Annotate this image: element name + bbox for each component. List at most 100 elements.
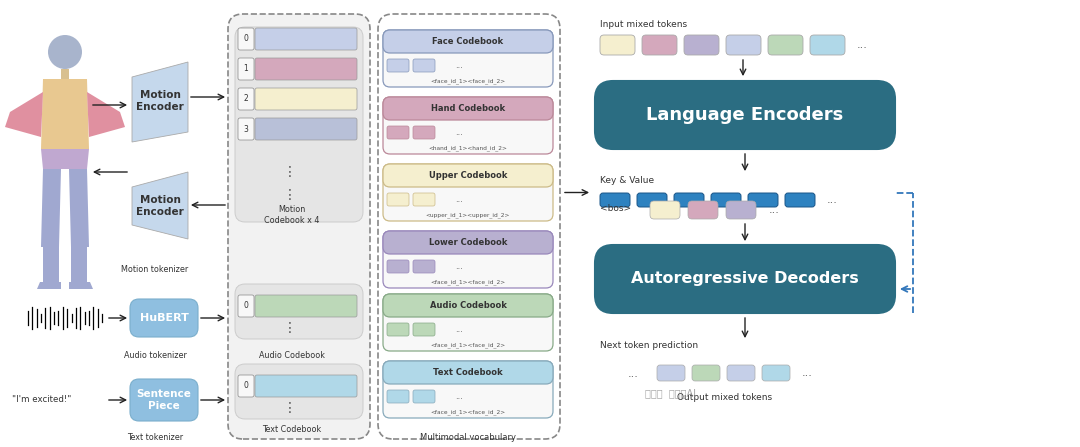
FancyBboxPatch shape <box>727 365 755 381</box>
Polygon shape <box>41 79 89 149</box>
Text: ...: ... <box>455 128 463 137</box>
FancyBboxPatch shape <box>413 126 435 139</box>
FancyBboxPatch shape <box>383 231 553 288</box>
Polygon shape <box>5 92 43 137</box>
FancyBboxPatch shape <box>674 193 704 207</box>
FancyBboxPatch shape <box>387 126 409 139</box>
Text: ...: ... <box>769 205 780 215</box>
Text: ...: ... <box>455 392 463 401</box>
FancyBboxPatch shape <box>383 30 553 87</box>
Text: ⋮: ⋮ <box>283 165 297 179</box>
Polygon shape <box>41 149 89 169</box>
Text: 0: 0 <box>244 381 248 391</box>
FancyBboxPatch shape <box>383 294 553 351</box>
Text: <face_id_1><face_id_2>: <face_id_1><face_id_2> <box>431 279 505 285</box>
Text: ...: ... <box>455 61 463 70</box>
Text: Input mixed tokens: Input mixed tokens <box>600 21 687 30</box>
Text: Audio tokenizer: Audio tokenizer <box>123 350 187 359</box>
FancyBboxPatch shape <box>387 59 409 72</box>
FancyBboxPatch shape <box>238 375 254 397</box>
FancyBboxPatch shape <box>762 365 789 381</box>
FancyBboxPatch shape <box>810 35 845 55</box>
Text: Motion
Codebook x 4: Motion Codebook x 4 <box>265 205 320 225</box>
FancyBboxPatch shape <box>748 193 778 207</box>
Text: Audio Codebook: Audio Codebook <box>259 350 325 359</box>
FancyBboxPatch shape <box>642 35 677 55</box>
FancyBboxPatch shape <box>238 88 254 110</box>
FancyBboxPatch shape <box>387 390 409 403</box>
Polygon shape <box>87 92 125 137</box>
FancyBboxPatch shape <box>595 81 895 149</box>
Text: 公众号  读你学AI: 公众号 读你学AI <box>645 388 696 398</box>
FancyBboxPatch shape <box>413 59 435 72</box>
Polygon shape <box>132 62 188 142</box>
Polygon shape <box>43 247 59 282</box>
FancyBboxPatch shape <box>130 379 198 421</box>
FancyBboxPatch shape <box>684 35 719 55</box>
FancyBboxPatch shape <box>255 28 357 50</box>
Text: Text Codebook: Text Codebook <box>262 426 322 434</box>
Text: <face_id_1><face_id_2>: <face_id_1><face_id_2> <box>431 78 505 84</box>
Text: Hand Codebook: Hand Codebook <box>431 104 505 113</box>
Text: 1: 1 <box>244 64 248 73</box>
FancyBboxPatch shape <box>383 294 553 317</box>
FancyBboxPatch shape <box>637 193 667 207</box>
Polygon shape <box>69 282 93 289</box>
FancyBboxPatch shape <box>768 35 804 55</box>
Text: Motion tokenizer: Motion tokenizer <box>121 265 189 274</box>
Text: 0: 0 <box>244 34 248 43</box>
FancyBboxPatch shape <box>255 295 357 317</box>
Text: ⋮: ⋮ <box>283 401 297 415</box>
FancyBboxPatch shape <box>383 97 553 154</box>
Text: Text tokenizer: Text tokenizer <box>127 433 184 442</box>
Text: ...: ... <box>455 325 463 334</box>
FancyBboxPatch shape <box>387 260 409 273</box>
FancyBboxPatch shape <box>692 365 720 381</box>
Text: Motion
Encoder: Motion Encoder <box>136 90 184 112</box>
FancyBboxPatch shape <box>238 28 254 50</box>
Polygon shape <box>60 69 69 79</box>
FancyBboxPatch shape <box>688 201 718 219</box>
Text: ...: ... <box>858 40 868 50</box>
FancyBboxPatch shape <box>711 193 741 207</box>
FancyBboxPatch shape <box>238 295 254 317</box>
Text: Next token prediction: Next token prediction <box>600 341 698 350</box>
Polygon shape <box>37 282 60 289</box>
Text: <hand_id_1><hand_id_2>: <hand_id_1><hand_id_2> <box>429 145 508 151</box>
Text: <face_id_1><face_id_2>: <face_id_1><face_id_2> <box>431 409 505 415</box>
FancyBboxPatch shape <box>785 193 815 207</box>
FancyBboxPatch shape <box>255 58 357 80</box>
Polygon shape <box>69 169 89 247</box>
Text: ...: ... <box>827 195 838 205</box>
Text: <face_id_1><face_id_2>: <face_id_1><face_id_2> <box>431 342 505 348</box>
FancyBboxPatch shape <box>383 361 553 384</box>
FancyBboxPatch shape <box>228 14 370 439</box>
FancyBboxPatch shape <box>600 193 630 207</box>
FancyBboxPatch shape <box>383 164 553 187</box>
Text: <upper_id_1><upper_id_2>: <upper_id_1><upper_id_2> <box>426 212 510 218</box>
FancyBboxPatch shape <box>255 375 357 397</box>
FancyBboxPatch shape <box>595 245 895 313</box>
Text: 0: 0 <box>244 301 248 311</box>
Text: 2: 2 <box>244 94 248 104</box>
Text: Autoregressive Decoders: Autoregressive Decoders <box>631 271 859 287</box>
Text: ...: ... <box>629 369 639 379</box>
FancyBboxPatch shape <box>413 193 435 206</box>
Text: ...: ... <box>455 195 463 204</box>
Text: Multimodal vocabulary: Multimodal vocabulary <box>420 434 516 443</box>
Text: Motion
Encoder: Motion Encoder <box>136 195 184 217</box>
Text: Output mixed tokens: Output mixed tokens <box>677 392 772 401</box>
Text: <bos>: <bos> <box>600 204 631 214</box>
Text: Key & Value: Key & Value <box>600 177 654 186</box>
FancyBboxPatch shape <box>238 118 254 140</box>
FancyBboxPatch shape <box>413 390 435 403</box>
FancyBboxPatch shape <box>650 201 680 219</box>
Text: Language Encoders: Language Encoders <box>646 106 843 124</box>
FancyBboxPatch shape <box>387 323 409 336</box>
FancyBboxPatch shape <box>238 58 254 80</box>
Text: ...: ... <box>802 368 813 378</box>
Polygon shape <box>132 172 188 239</box>
Text: HuBERT: HuBERT <box>139 313 188 323</box>
FancyBboxPatch shape <box>413 323 435 336</box>
Text: Audio Codebook: Audio Codebook <box>430 301 507 310</box>
